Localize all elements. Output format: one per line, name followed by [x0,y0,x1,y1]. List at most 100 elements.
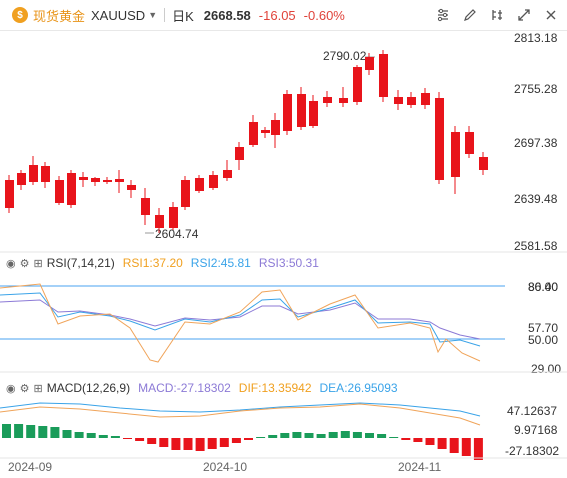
macd-header: ◉ ⚙ ⊞ MACD(12,26,9) MACD:-27.18302 DIF:1… [6,381,398,395]
candle-body [169,207,178,228]
macd-level: 47.12637 [507,404,557,418]
candle-body [339,98,348,103]
rsi3-value: RSI3:50.31 [258,256,319,270]
rsi-level: 80.00 [528,280,558,294]
price-label: 2581.58 [514,239,558,253]
candles [5,50,488,233]
candle-body [41,166,50,182]
rsi-level: 29.00 [531,362,561,376]
macd-level: -27.18302 [505,444,559,458]
macd-bar [219,438,229,447]
candle-body [155,215,164,228]
macd-bar [74,432,84,438]
candle-body [235,147,244,160]
candle-body [223,170,232,178]
settings-sliders-icon[interactable] [435,7,451,23]
expand-icon[interactable] [516,7,532,23]
candle-body [379,54,388,97]
macd-bar [123,438,132,439]
rsi1-line [0,283,481,363]
settings-icon[interactable]: ⚙ [19,382,30,395]
macd-bar [389,437,399,438]
draw-icon[interactable] [462,7,478,23]
indicator-toggle-icon[interactable]: ⊞ [33,382,43,395]
rsi1-value: RSI1:37.20 [122,256,183,270]
macd-bar [98,435,108,438]
price-change: -16.05 [258,7,296,23]
macd-bar [159,438,169,447]
price-label: 2755.28 [514,82,558,96]
macd-bar [110,436,120,438]
eye-icon[interactable]: ◉ [6,382,16,395]
candle-body [365,57,374,70]
dea-value: DEA:26.95093 [319,381,398,395]
macd-bar [26,425,36,438]
candle-body [17,173,26,185]
candle-body [421,93,430,105]
macd-bar [268,435,278,438]
price-label: 2639.48 [514,192,558,206]
rsi-header: ◉ ⚙ ⊞ RSI(7,14,21) RSI1:37.20 RSI2:45.81… [6,256,319,270]
macd-bar [280,433,290,438]
rsi-title: RSI(7,14,21) [46,256,115,270]
close-icon[interactable] [543,7,559,23]
macd-bar [304,433,314,438]
rsi2-line [0,292,481,347]
candle-body [79,177,88,180]
macd-bar [231,438,241,443]
candle-body [261,130,270,133]
candle-body [353,67,362,102]
toolbar: $ 现货黄金 XAUUSD ▼ 日K 2668.58 -16.05 -0.60% [0,0,567,31]
macd-bar [365,433,374,438]
rsi-level: 57.70 [528,321,558,335]
macd-bar [461,438,471,456]
price-chart[interactable]: 2813.18 2755.28 2697.38 2639.48 2581.58 … [0,30,567,478]
indicator-toggle-icon[interactable]: ⊞ [33,257,43,270]
candle-body [323,97,332,103]
macd-bar [207,438,217,449]
candle-body [127,185,136,190]
candle-body [209,175,218,188]
candle-body [195,178,204,191]
macd-bar [377,434,387,438]
macd-bar [352,432,362,438]
macd-bar [62,430,72,438]
macd-bar [340,431,350,438]
divider [164,8,166,22]
macd-bar [425,438,435,445]
macd-bar [449,438,459,453]
candle-body [283,94,292,131]
macd-level: 9.97168 [514,423,558,437]
macd-bar [86,433,96,438]
candle-body [141,198,150,215]
high-annotation: 2790.02 [323,49,367,63]
rsi3-line [0,299,481,340]
candle-body [394,97,403,104]
candle-body [435,98,444,180]
compare-icon[interactable] [489,7,505,23]
macd-title: MACD(12,26,9) [46,381,131,395]
macd-bar [50,427,60,438]
price-label: 2697.38 [514,136,558,150]
period-selector[interactable]: 日K [172,8,194,24]
candle-body [249,122,258,145]
macd-bar [473,438,483,460]
candle-body [103,180,112,182]
macd-bar [147,438,157,444]
last-price: 2668.58 [203,7,251,23]
macd-bar [14,424,24,438]
settings-icon[interactable]: ⚙ [19,257,30,270]
eye-icon[interactable]: ◉ [6,257,16,270]
x-axis-label: 2024-09 [8,460,52,474]
rsi2-value: RSI2:45.81 [190,256,251,270]
low-annotation: 2604.74 [155,227,199,241]
dif-line [0,403,481,426]
candle-body [91,178,100,182]
candle-body [309,101,318,126]
macd-bar [413,438,423,442]
macd-bar [316,434,326,438]
instrument-selector[interactable]: $ 现货黄金 XAUUSD ▼ [12,6,157,25]
macd-value: MACD:-27.18302 [138,381,231,395]
candle-body [115,179,124,182]
macd-bar [244,438,253,440]
